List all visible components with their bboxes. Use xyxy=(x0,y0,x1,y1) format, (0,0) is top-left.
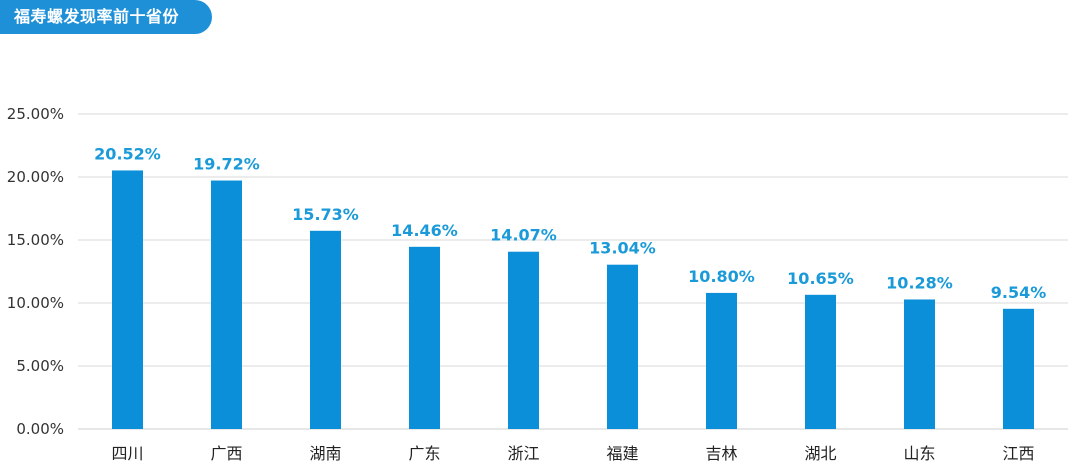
y-axis: 0.00% 5.00% 10.00% 15.00% 20.00% 25.00% xyxy=(7,105,64,438)
category-label: 山东 xyxy=(903,444,935,463)
bars xyxy=(112,170,1034,429)
bar xyxy=(1003,308,1034,429)
y-tick-label: 25.00% xyxy=(7,105,64,123)
y-tick-label: 20.00% xyxy=(7,168,64,186)
y-tick-label: 5.00% xyxy=(16,357,64,375)
bar xyxy=(310,230,341,429)
category-label: 江西 xyxy=(1002,444,1034,463)
grid-layer xyxy=(78,113,1068,430)
bar xyxy=(607,264,638,429)
data-labels: 20.52% 19.72% 15.73% 14.46% 14.07% 13.04% 10.8… xyxy=(94,144,1046,301)
data-label: 9.54% xyxy=(991,283,1047,302)
category-label: 广西 xyxy=(210,444,242,463)
category-label: 湖北 xyxy=(804,444,836,463)
data-label: 14.07% xyxy=(490,226,557,245)
data-label: 14.46% xyxy=(391,221,458,240)
y-tick-label: 10.00% xyxy=(7,294,64,312)
category-label: 福建 xyxy=(606,444,638,463)
bar xyxy=(211,180,242,429)
bar xyxy=(409,246,440,429)
data-label: 15.73% xyxy=(292,205,359,224)
bar xyxy=(508,251,539,429)
chart-title: 福寿螺发现率前十省份 xyxy=(0,0,212,34)
data-label: 19.72% xyxy=(193,155,260,174)
data-label: 13.04% xyxy=(589,239,656,258)
bar xyxy=(904,299,935,429)
data-label: 20.52% xyxy=(94,144,161,163)
category-label: 浙江 xyxy=(507,444,539,463)
category-label: 广东 xyxy=(408,444,440,463)
y-tick-label: 0.00% xyxy=(16,420,64,438)
bar xyxy=(112,170,143,429)
data-label: 10.80% xyxy=(688,267,755,286)
bar xyxy=(805,294,836,429)
category-label: 吉林 xyxy=(705,444,737,463)
category-label: 湖南 xyxy=(309,444,341,463)
data-label: 10.28% xyxy=(886,273,953,292)
y-tick-label: 15.00% xyxy=(7,231,64,249)
bar xyxy=(706,292,737,429)
data-label: 10.65% xyxy=(787,269,854,288)
x-axis: 四川 广西 湖南 广东 浙江 福建 吉林 湖北 山东 江西 xyxy=(111,444,1034,463)
category-label: 四川 xyxy=(111,444,143,463)
